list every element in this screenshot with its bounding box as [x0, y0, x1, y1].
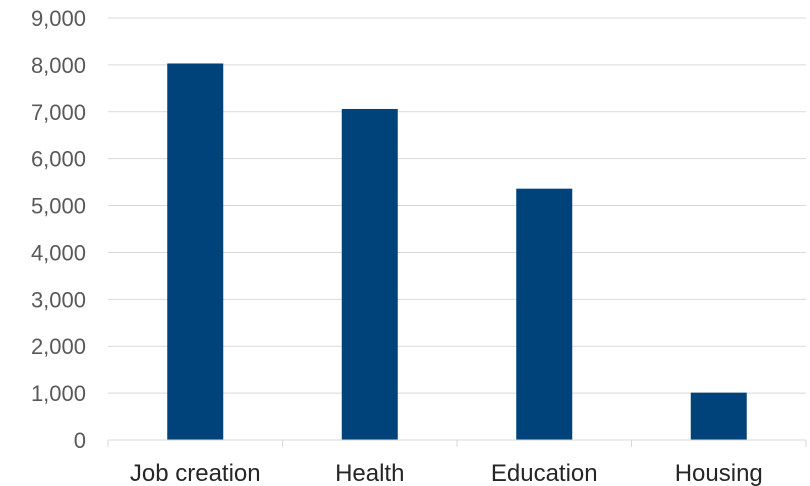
- x-category-label: Health: [335, 460, 404, 486]
- gridlines: [108, 17, 806, 394]
- x-category-label: Job creation: [130, 460, 261, 486]
- bar-health: [341, 108, 398, 440]
- x-axis-category-ticks: [107, 440, 807, 447]
- x-category-label: Housing: [675, 460, 763, 486]
- x-axis-category-labels: Job creation Health Education Housing: [130, 460, 763, 486]
- y-tick-label: 1,000: [31, 381, 86, 406]
- x-category-label: Education: [491, 460, 598, 486]
- y-tick-label: 6,000: [31, 147, 86, 172]
- bar-job-creation: [167, 63, 224, 440]
- y-tick-label: 8,000: [31, 53, 86, 78]
- y-tick-label: 0: [74, 428, 86, 453]
- y-tick-label: 5,000: [31, 194, 86, 219]
- y-tick-label: 9,000: [31, 6, 86, 31]
- y-tick-label: 2,000: [31, 334, 86, 359]
- y-tick-label: 7,000: [31, 100, 86, 125]
- y-axis-tick-labels: 0 1,000 2,000 3,000 4,000 5,000 6,000 7,000 8,00…: [31, 6, 86, 453]
- bars: [167, 63, 747, 440]
- bar-education: [516, 188, 573, 440]
- bar-housing: [690, 392, 747, 440]
- y-tick-label: 4,000: [31, 240, 86, 265]
- y-tick-label: 3,000: [31, 287, 86, 312]
